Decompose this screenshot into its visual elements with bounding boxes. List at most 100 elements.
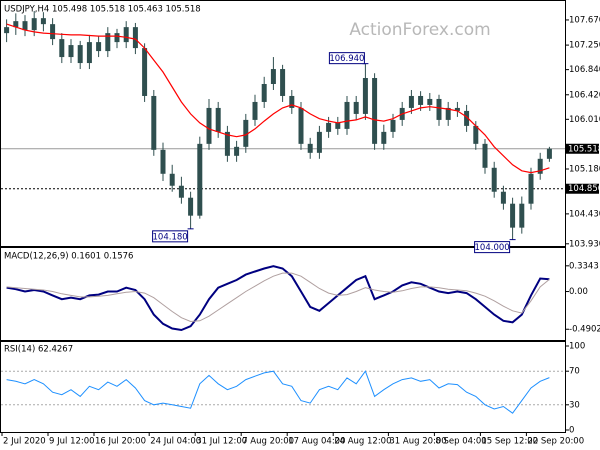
candle-body — [335, 122, 341, 129]
candle-body — [206, 107, 212, 144]
x-tick-label: 22 Sep 20:00 — [527, 437, 584, 447]
x-tick-label: 7 Aug 20:00 — [242, 437, 294, 447]
candle-body — [307, 143, 313, 153]
x-tick-label: 2 Jul 2020 — [3, 437, 46, 447]
line-series — [6, 272, 550, 323]
candle-body — [445, 107, 451, 120]
candle-body — [418, 95, 424, 105]
candle-body — [436, 98, 442, 120]
candle-body — [160, 149, 166, 174]
y-tick-label: 100 — [569, 342, 585, 352]
annotation-box — [328, 52, 365, 65]
candle-body — [13, 21, 19, 28]
x-tick-label: 9 Jul 12:00 — [49, 437, 95, 447]
x-tick-label: 31 Jul 12:00 — [196, 437, 247, 447]
x-tick-label: 16 Jul 20:00 — [95, 437, 146, 447]
y-tick-label: 104.430 — [569, 209, 600, 219]
candle-body — [252, 101, 258, 120]
candle-body — [427, 98, 433, 105]
candle-body — [68, 45, 74, 58]
level-label-box — [566, 183, 599, 194]
candle-body — [482, 143, 488, 168]
candle-body — [40, 18, 46, 25]
y-tick-label: 105.180 — [569, 164, 600, 174]
macd-title: MACD(12,26,9) 0.1601 0.1576 — [4, 252, 133, 262]
candle-body — [77, 45, 83, 64]
candle-body — [96, 42, 102, 52]
price-label-box — [566, 143, 599, 154]
candle-body — [353, 101, 359, 114]
annotation-box — [152, 230, 189, 243]
price-label: 105.518 — [568, 144, 600, 154]
candle-body — [59, 39, 65, 58]
watermark: ActionForex.com — [349, 20, 490, 40]
annotation-label: 104.000 — [475, 243, 510, 253]
candle-body — [537, 158, 543, 174]
x-tick-label: 31 Aug 20:00 — [389, 437, 446, 447]
candle-body — [326, 122, 332, 132]
rsi-panel — [0, 341, 566, 433]
candle-body — [464, 110, 470, 126]
candle-body — [123, 27, 129, 43]
y-tick-label: 70 — [569, 367, 580, 377]
candle-body — [528, 173, 534, 204]
candle-body — [473, 125, 479, 144]
y-tick-label: 106.420 — [569, 90, 600, 100]
candle-body — [178, 185, 184, 198]
candle-body — [261, 83, 267, 102]
candle-body — [381, 131, 387, 144]
candle-body — [546, 148, 552, 159]
candle-body — [188, 197, 194, 216]
y-tick-label: -0.4902 — [569, 325, 600, 335]
candle-body — [519, 203, 525, 228]
candle-body — [105, 33, 111, 52]
macd-panel — [0, 247, 566, 341]
y-tick-label: 106.840 — [569, 65, 600, 75]
y-tick-label: 0.00 — [569, 287, 588, 297]
candle-body — [344, 101, 350, 129]
candle-body — [289, 95, 295, 108]
candle-body — [243, 119, 249, 147]
candle-body — [169, 173, 175, 186]
line-series — [6, 265, 550, 332]
candle-body — [31, 18, 37, 31]
candle-body — [132, 27, 138, 49]
candle-body — [270, 69, 276, 84]
x-tick-label: 8 Sep 04:00 — [435, 437, 486, 447]
candle-body — [22, 21, 28, 31]
candle-body — [390, 119, 396, 132]
annotation-label: 106.940 — [329, 54, 364, 64]
candle-body — [491, 167, 497, 192]
candle-body — [234, 146, 240, 156]
level-label: 104.850 — [568, 184, 600, 194]
line-series — [6, 370, 550, 414]
y-tick-label: 0.3343 — [569, 261, 599, 271]
x-tick-label: 24 Jul 04:00 — [150, 437, 201, 447]
candle-body — [408, 95, 414, 108]
y-tick-label: 30 — [569, 400, 580, 410]
y-tick-label: 107.250 — [569, 41, 600, 51]
x-tick-label: 15 Sep 12:00 — [481, 437, 538, 447]
candle-body — [151, 95, 157, 150]
candle-body — [197, 143, 203, 216]
candle-body — [86, 42, 92, 64]
candle-body — [114, 33, 120, 43]
candle-body — [372, 78, 378, 144]
candle-body — [362, 78, 368, 114]
x-tick-label: 17 Aug 04:00 — [288, 437, 345, 447]
candle-body — [4, 27, 10, 34]
candle-body — [316, 131, 322, 153]
main-panel — [0, 0, 566, 247]
candle-body — [50, 24, 56, 40]
y-tick-label: 107.670 — [569, 15, 600, 25]
y-tick-label: 103.930 — [569, 239, 600, 249]
candle-body — [224, 131, 230, 156]
candle-body — [454, 107, 460, 111]
candle-body — [215, 107, 221, 132]
candle-body — [142, 48, 148, 96]
y-tick-label: 106.010 — [569, 115, 600, 125]
line-series — [6, 23, 550, 174]
x-tick-label: 24 Aug 12:00 — [334, 437, 391, 447]
y-tick-label: 0 — [569, 426, 574, 436]
